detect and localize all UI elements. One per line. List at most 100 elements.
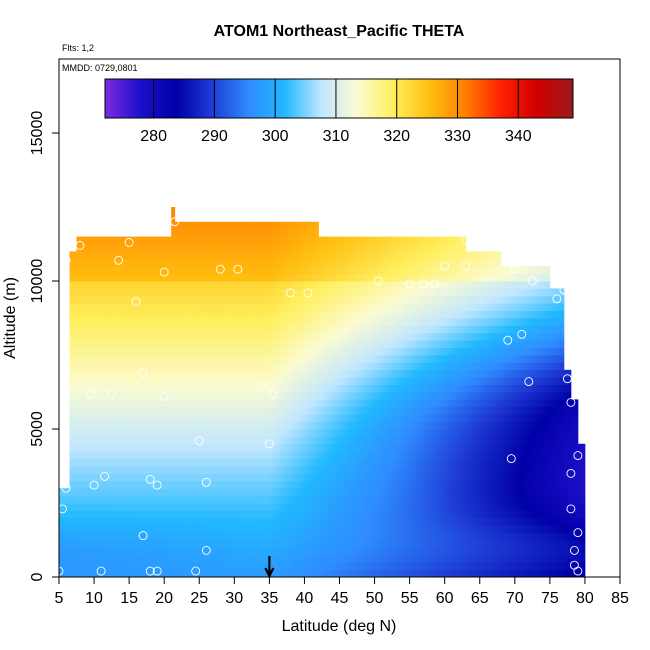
heatmap-cell xyxy=(97,244,102,252)
heatmap-cell xyxy=(230,281,235,289)
heatmap-cell xyxy=(108,384,112,393)
heatmap-cell xyxy=(392,517,396,526)
heatmap-cell xyxy=(185,429,190,437)
heatmap-cell xyxy=(367,406,372,415)
heatmap-cell xyxy=(427,340,432,348)
heatmap-cell xyxy=(171,540,176,548)
heatmap-cell xyxy=(307,340,312,348)
heatmap-cell xyxy=(335,436,340,445)
heatmap-cell xyxy=(392,318,396,326)
heatmap-cell xyxy=(286,429,291,437)
heatmap-cell xyxy=(381,421,386,430)
heatmap-cell xyxy=(286,451,291,459)
heatmap-cell xyxy=(279,451,284,459)
heatmap-cell xyxy=(129,421,134,430)
heatmap-cell xyxy=(290,244,295,252)
heatmap-cell xyxy=(164,436,169,445)
heatmap-cell xyxy=(129,495,134,504)
heatmap-cell xyxy=(178,488,183,496)
heatmap-cell xyxy=(199,377,204,385)
heatmap-cell xyxy=(248,362,253,371)
heatmap-cell xyxy=(265,414,270,422)
heatmap-cell xyxy=(97,347,102,356)
heatmap-cell xyxy=(139,554,144,563)
heatmap-cell xyxy=(304,295,309,304)
heatmap-cell xyxy=(202,503,207,511)
heatmap-cell xyxy=(423,340,428,348)
heatmap-cell xyxy=(136,251,141,260)
heatmap-cell xyxy=(171,510,176,519)
heatmap-cell xyxy=(276,303,281,311)
heatmap-cell xyxy=(255,466,260,474)
heatmap-cell xyxy=(143,273,148,282)
heatmap-cell xyxy=(248,303,253,311)
heatmap-cell xyxy=(378,266,382,274)
heatmap-cell xyxy=(143,362,148,371)
heatmap-cell xyxy=(325,517,330,526)
heatmap-cell xyxy=(332,458,337,467)
heatmap-cell xyxy=(300,525,305,533)
heatmap-cell xyxy=(80,525,84,533)
heatmap-cell xyxy=(311,236,316,245)
heatmap-cell xyxy=(108,414,112,422)
heatmap-cell xyxy=(241,525,246,533)
heatmap-cell xyxy=(160,236,165,245)
heatmap-cell xyxy=(87,480,91,489)
heatmap-cell xyxy=(321,540,326,548)
heatmap-cell xyxy=(199,458,204,467)
heatmap-cell xyxy=(227,384,232,393)
heatmap-cell xyxy=(153,480,158,489)
heatmap-cell xyxy=(139,451,144,459)
heatmap-cell xyxy=(339,340,344,348)
heatmap-cell xyxy=(118,288,123,297)
heatmap-cell xyxy=(220,377,225,385)
heatmap-cell xyxy=(206,443,211,452)
heatmap-cell xyxy=(332,392,337,400)
heatmap-cell xyxy=(73,369,77,378)
heatmap-cell xyxy=(209,503,214,511)
heatmap-cell xyxy=(150,503,155,511)
heatmap-cell xyxy=(350,466,354,474)
heatmap-cell xyxy=(202,554,207,563)
heatmap-cell xyxy=(80,384,84,393)
heatmap-cell xyxy=(293,355,298,363)
heatmap-cell xyxy=(62,532,67,541)
heatmap-cell xyxy=(157,251,162,260)
heatmap-cell xyxy=(69,495,74,504)
heatmap-cell xyxy=(406,318,411,326)
heatmap-cell xyxy=(314,384,319,393)
heatmap-cell xyxy=(59,510,63,519)
heatmap-cell xyxy=(269,318,274,326)
heatmap-cell xyxy=(276,325,281,334)
heatmap-cell xyxy=(357,281,361,289)
heatmap-cell xyxy=(213,540,218,548)
heatmap-cell xyxy=(192,251,197,260)
heatmap-cell xyxy=(276,347,281,356)
heatmap-cell xyxy=(427,488,432,496)
heatmap-cell xyxy=(171,318,176,326)
heatmap-cell xyxy=(227,503,232,511)
heatmap-cell xyxy=(265,347,270,356)
heatmap-cell xyxy=(300,281,305,289)
heatmap-cell xyxy=(413,377,418,385)
heatmap-cell xyxy=(230,540,235,548)
heatmap-cell xyxy=(399,421,404,430)
heatmap-cell xyxy=(343,340,347,348)
heatmap-cell xyxy=(216,303,221,311)
heatmap-cell xyxy=(76,414,81,422)
heatmap-cell xyxy=(371,251,375,260)
heatmap-cell xyxy=(420,295,425,304)
heatmap-cell xyxy=(399,443,404,452)
heatmap-cell xyxy=(143,288,148,297)
heatmap-cell xyxy=(101,503,105,511)
heatmap-cell xyxy=(395,414,400,422)
heatmap-cell xyxy=(307,310,312,319)
heatmap-cell xyxy=(234,414,239,422)
heatmap-cell xyxy=(325,251,330,260)
heatmap-cell xyxy=(174,451,179,459)
heatmap-cell xyxy=(318,303,323,311)
heatmap-cell xyxy=(357,554,361,563)
heatmap-cell xyxy=(430,517,435,526)
heatmap-cell xyxy=(427,436,432,445)
heatmap-cell xyxy=(244,325,249,334)
